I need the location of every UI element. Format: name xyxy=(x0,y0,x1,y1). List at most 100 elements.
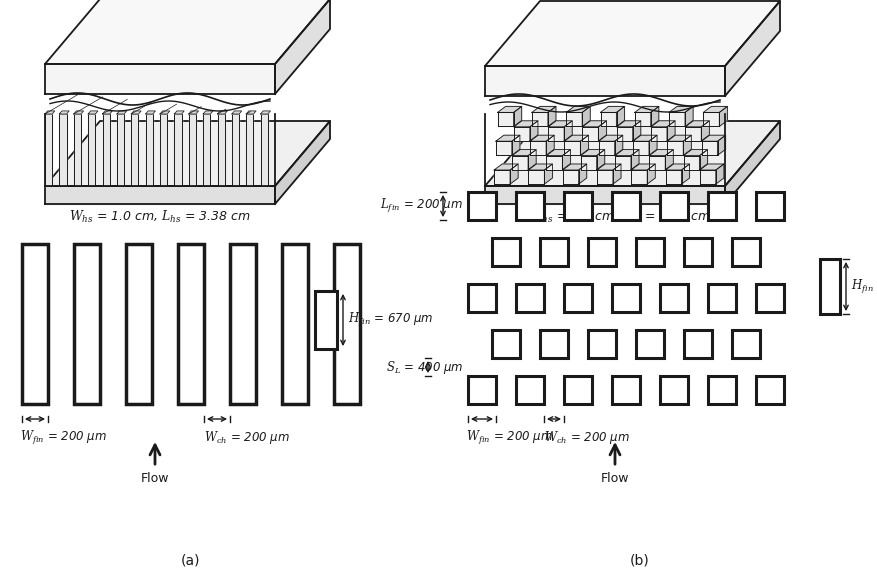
Polygon shape xyxy=(617,121,641,127)
Polygon shape xyxy=(666,170,681,184)
Polygon shape xyxy=(132,111,141,114)
Polygon shape xyxy=(565,141,581,155)
Polygon shape xyxy=(631,149,639,170)
Polygon shape xyxy=(217,111,227,114)
Polygon shape xyxy=(529,170,545,184)
Polygon shape xyxy=(74,111,83,114)
Polygon shape xyxy=(615,156,631,170)
Polygon shape xyxy=(512,156,528,170)
Polygon shape xyxy=(700,149,708,170)
Bar xyxy=(756,284,784,312)
Polygon shape xyxy=(565,135,588,141)
Polygon shape xyxy=(667,141,683,155)
Text: $W_{ch}$ = 200 μm: $W_{ch}$ = 200 μm xyxy=(544,429,630,446)
Bar xyxy=(684,330,712,358)
Bar xyxy=(588,330,616,358)
Text: $W_{fin}$ = 200 μm: $W_{fin}$ = 200 μm xyxy=(20,429,107,447)
Polygon shape xyxy=(485,66,725,96)
Bar xyxy=(636,330,664,358)
Polygon shape xyxy=(45,111,54,114)
Polygon shape xyxy=(599,135,623,141)
Bar xyxy=(334,244,360,404)
Bar xyxy=(708,284,736,312)
Polygon shape xyxy=(512,149,536,156)
Polygon shape xyxy=(579,164,587,184)
Polygon shape xyxy=(681,164,689,184)
Polygon shape xyxy=(700,164,724,170)
Polygon shape xyxy=(685,121,709,127)
Polygon shape xyxy=(599,141,615,155)
Polygon shape xyxy=(497,112,514,126)
Polygon shape xyxy=(567,107,590,112)
Polygon shape xyxy=(617,127,633,141)
Polygon shape xyxy=(494,170,510,184)
Polygon shape xyxy=(494,164,518,170)
Polygon shape xyxy=(563,170,579,184)
Polygon shape xyxy=(496,135,520,141)
Polygon shape xyxy=(512,135,520,155)
Polygon shape xyxy=(117,114,124,186)
Bar xyxy=(516,284,544,312)
Bar xyxy=(468,376,496,404)
Bar xyxy=(492,330,520,358)
Polygon shape xyxy=(232,114,239,186)
Polygon shape xyxy=(546,135,554,155)
Polygon shape xyxy=(564,121,572,141)
Polygon shape xyxy=(485,186,725,204)
Polygon shape xyxy=(203,111,213,114)
Bar xyxy=(540,330,568,358)
Polygon shape xyxy=(45,64,275,94)
Polygon shape xyxy=(702,135,725,141)
Bar xyxy=(636,238,664,266)
Polygon shape xyxy=(160,114,168,186)
Polygon shape xyxy=(598,121,607,141)
Polygon shape xyxy=(88,111,98,114)
Polygon shape xyxy=(649,149,674,156)
Polygon shape xyxy=(669,112,685,126)
Bar xyxy=(74,244,100,404)
Polygon shape xyxy=(548,127,564,141)
Polygon shape xyxy=(246,111,256,114)
Polygon shape xyxy=(45,0,330,64)
Bar xyxy=(315,291,337,349)
Bar xyxy=(516,192,544,220)
Polygon shape xyxy=(530,121,538,141)
Polygon shape xyxy=(175,114,182,186)
Polygon shape xyxy=(613,164,621,184)
Polygon shape xyxy=(633,121,641,141)
Polygon shape xyxy=(596,149,605,170)
Polygon shape xyxy=(651,107,659,126)
Polygon shape xyxy=(546,156,562,170)
Polygon shape xyxy=(635,112,651,126)
Polygon shape xyxy=(88,114,96,186)
Polygon shape xyxy=(685,127,702,141)
Bar xyxy=(708,376,736,404)
Polygon shape xyxy=(597,164,621,170)
Polygon shape xyxy=(582,107,590,126)
Polygon shape xyxy=(532,107,556,112)
Bar xyxy=(756,376,784,404)
Polygon shape xyxy=(633,135,657,141)
Bar xyxy=(230,244,256,404)
Text: (b): (b) xyxy=(631,553,650,567)
Text: $W_{hs}$ = 1.0 cm, $L_{hs}$ = 3.38 cm: $W_{hs}$ = 1.0 cm, $L_{hs}$ = 3.38 cm xyxy=(69,209,251,225)
Polygon shape xyxy=(232,111,242,114)
Polygon shape xyxy=(217,114,225,186)
Polygon shape xyxy=(275,0,330,94)
Polygon shape xyxy=(597,170,613,184)
Polygon shape xyxy=(685,107,693,126)
Polygon shape xyxy=(531,141,546,155)
Polygon shape xyxy=(601,112,617,126)
Polygon shape xyxy=(45,121,330,186)
Polygon shape xyxy=(702,121,709,141)
Polygon shape xyxy=(532,112,548,126)
Bar xyxy=(684,238,712,266)
Polygon shape xyxy=(117,111,126,114)
Polygon shape xyxy=(567,112,582,126)
Polygon shape xyxy=(189,114,196,186)
Polygon shape xyxy=(529,164,553,170)
Polygon shape xyxy=(246,114,253,186)
Bar xyxy=(516,376,544,404)
Bar xyxy=(564,284,592,312)
Polygon shape xyxy=(531,135,554,141)
